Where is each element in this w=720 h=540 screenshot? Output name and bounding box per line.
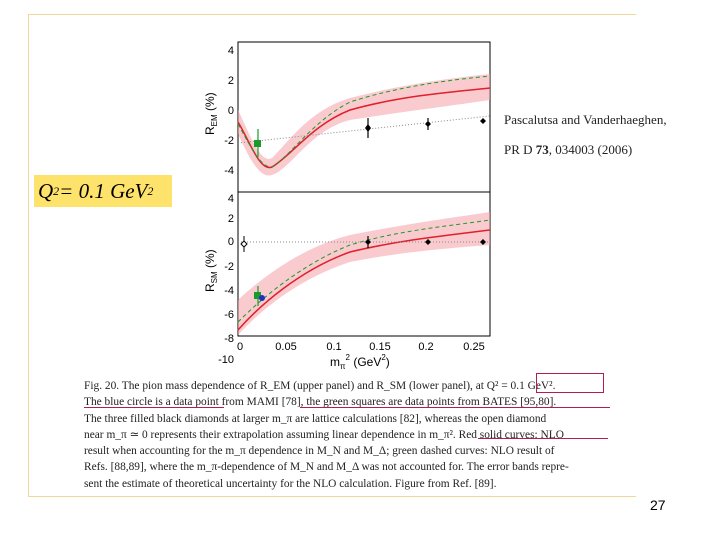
xtick-label: 0.1 bbox=[326, 341, 341, 353]
citation-journal: PR D bbox=[504, 142, 536, 157]
caption-line: Fig. 20. The pion mass dependence of R_E… bbox=[84, 380, 556, 392]
citation-authors: Pascalutsa and Vanderhaeghen, bbox=[504, 112, 667, 127]
frame-left-line bbox=[28, 14, 29, 496]
ytick-label: -2 bbox=[224, 135, 234, 147]
upper-y-axis-label: REM (%) bbox=[203, 92, 219, 135]
lower-green-curve bbox=[237, 219, 491, 323]
frame-bottom-line bbox=[28, 496, 636, 497]
lower-ytick-labels: 4 2 0 -2 -4 -6 -8 -10 bbox=[218, 193, 234, 366]
blue-circle-point bbox=[259, 295, 265, 301]
xtick-label: 0.2 bbox=[418, 341, 433, 353]
q2-unit-exponent: 2 bbox=[147, 183, 154, 198]
black-diamond-point bbox=[425, 121, 431, 127]
lower-data-points bbox=[240, 236, 486, 306]
lower-panel-frame bbox=[237, 191, 491, 337]
caption-line: sent the estimate of theoretical uncerta… bbox=[84, 477, 497, 490]
ytick-label: -4 bbox=[224, 285, 234, 297]
black-diamond-point bbox=[480, 118, 486, 124]
xtick-label: 0 bbox=[237, 341, 243, 353]
upper-red-curve bbox=[237, 87, 491, 169]
lower-y-axis-label: RSM (%) bbox=[203, 249, 219, 292]
xtick-labels: 0 0.05 0.1 0.15 0.2 0.25 bbox=[237, 341, 485, 353]
upper-ytick-labels: 4 2 0 -2 -4 bbox=[224, 45, 234, 177]
figure-caption: Fig. 20. The pion mass dependence of R_E… bbox=[84, 378, 614, 492]
ytick-label: -6 bbox=[224, 309, 234, 321]
ytick-label: 2 bbox=[228, 213, 234, 225]
ytick-label: -4 bbox=[224, 165, 234, 177]
citation-pages: , 034003 (2006) bbox=[548, 142, 633, 157]
slide-number: 27 bbox=[650, 497, 666, 513]
upper-dotted-fit bbox=[237, 115, 491, 144]
ytick-label: 2 bbox=[228, 75, 234, 87]
caption-line: The three filled black diamonds at large… bbox=[84, 412, 547, 425]
green-square-point bbox=[254, 292, 261, 299]
figure-plot: 4 2 0 -2 -4 4 2 0 -2 -4 -6 -8 -10 0 0.05… bbox=[203, 41, 491, 370]
green-square-point bbox=[254, 140, 261, 147]
upper-error-band bbox=[238, 74, 490, 176]
xtick-label: 0.15 bbox=[369, 341, 390, 353]
red-curves-underline bbox=[478, 438, 608, 439]
ytick-label: -10 bbox=[218, 354, 234, 366]
xtick-label: 0.05 bbox=[275, 341, 296, 353]
caption-line: result when accounting for the m_π depen… bbox=[84, 445, 555, 458]
q2-base: Q bbox=[38, 178, 54, 203]
lower-red-curve bbox=[237, 229, 491, 331]
q2-exponent: 2 bbox=[53, 183, 60, 198]
ytick-label: 4 bbox=[228, 45, 234, 57]
citation-volume: 73 bbox=[535, 142, 549, 157]
x-axis-label: mπ2 (GeV2) bbox=[330, 353, 390, 370]
green-squares-underline bbox=[300, 407, 610, 408]
caption-line: Refs. [88,89], where the m_π-dependence … bbox=[84, 461, 569, 474]
ytick-label: -8 bbox=[224, 333, 234, 345]
caption-line: The blue circle is a data point from MAM… bbox=[84, 396, 557, 409]
upper-data-points bbox=[254, 118, 486, 157]
q2-value: = 0.1 GeV bbox=[59, 178, 148, 203]
ytick-label: 0 bbox=[228, 105, 234, 117]
blue-circle-underline bbox=[84, 407, 224, 408]
frame-top-line bbox=[28, 14, 636, 15]
ytick-label: 4 bbox=[228, 193, 234, 205]
black-diamond-point bbox=[365, 124, 371, 132]
caption-line: near m_π ≃ 0 represents their extrapolat… bbox=[84, 428, 564, 441]
black-diamond-point bbox=[480, 239, 486, 245]
xtick-label: 0.25 bbox=[463, 341, 484, 353]
black-diamond-point bbox=[365, 239, 371, 245]
ytick-label: -2 bbox=[224, 261, 234, 273]
ytick-label: 0 bbox=[228, 236, 234, 248]
black-diamond-point bbox=[425, 239, 431, 245]
citation-reference: PR D 73, 034003 (2006) bbox=[504, 142, 632, 158]
open-diamond-point bbox=[240, 240, 248, 248]
q2-caption-highlight-box bbox=[536, 373, 604, 393]
